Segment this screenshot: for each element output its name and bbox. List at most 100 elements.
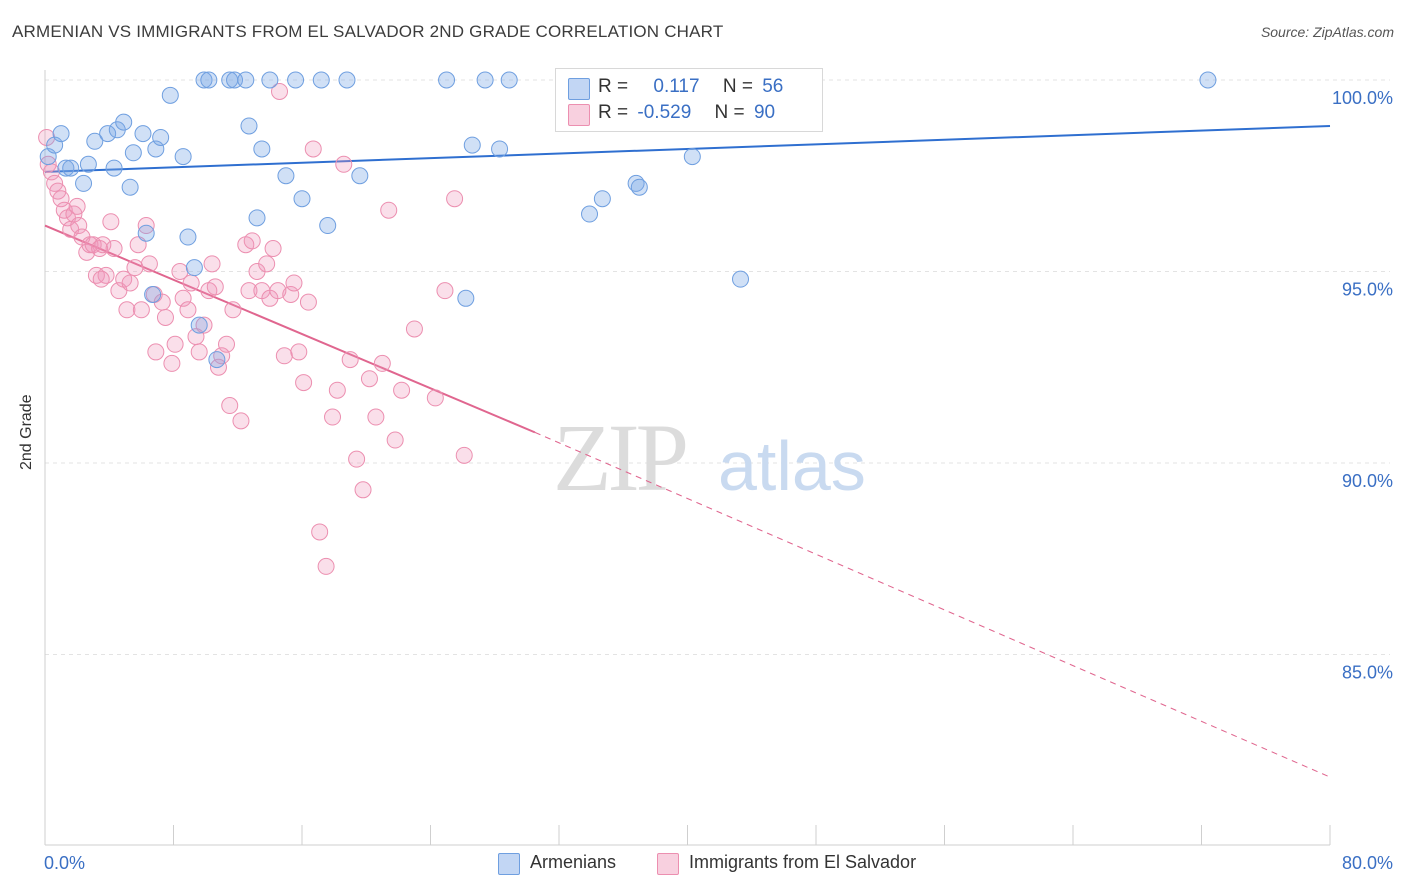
pink-swatch bbox=[568, 104, 590, 126]
armenian-point bbox=[195, 71, 213, 89]
armenian-point bbox=[208, 351, 226, 369]
watermark-atlas: atlas bbox=[718, 427, 866, 505]
el-salvador-point bbox=[147, 343, 165, 361]
armenian-point bbox=[277, 167, 295, 185]
el-salvador-point bbox=[243, 232, 261, 250]
el-salvador-point bbox=[269, 282, 287, 300]
y-tick-labels: 85.0% 90.0% 95.0% 100.0% bbox=[1332, 88, 1393, 683]
armenian-point bbox=[240, 117, 258, 135]
el-salvador-point bbox=[335, 155, 353, 173]
el-salvador-point bbox=[140, 255, 158, 273]
el-salvador-point bbox=[426, 389, 444, 407]
n-value: 90 bbox=[753, 102, 776, 123]
el-salvador-trend-extension bbox=[534, 431, 1331, 778]
armenian-point bbox=[200, 71, 218, 89]
r-value: 0.117 bbox=[653, 76, 700, 97]
el-salvador-point bbox=[455, 446, 473, 464]
r-label: R = bbox=[598, 76, 629, 97]
armenian-point bbox=[237, 71, 255, 89]
armenian-point bbox=[293, 190, 311, 208]
armenian-point bbox=[99, 125, 117, 143]
armenian-point bbox=[287, 71, 305, 89]
grid-lines bbox=[45, 79, 1390, 655]
el-salvador-point bbox=[304, 140, 322, 158]
el-salvador-point bbox=[393, 381, 411, 399]
watermark-zip: ZIP bbox=[553, 404, 686, 511]
el-salvador-point bbox=[367, 408, 385, 426]
el-salvador-point bbox=[102, 213, 120, 231]
y-axis-label: 2nd Grade bbox=[18, 394, 35, 470]
correlation-legend: R = 0.117 N = 56 R = -0.529 N = 90 bbox=[555, 68, 823, 132]
armenian-point bbox=[144, 285, 162, 303]
axes bbox=[44, 70, 1331, 846]
armenian-point bbox=[732, 270, 750, 288]
el-salvador-point bbox=[218, 335, 236, 353]
pink-swatch bbox=[657, 853, 679, 875]
el-salvador-point bbox=[436, 282, 454, 300]
el-salvador-point bbox=[341, 351, 359, 369]
armenian-point bbox=[457, 289, 475, 307]
el-salvador-point bbox=[264, 240, 282, 258]
el-salvador-point bbox=[271, 82, 289, 100]
armenian-point bbox=[1199, 71, 1217, 89]
legend-label: Immigrants from El Salvador bbox=[689, 852, 917, 872]
armenian-point bbox=[174, 148, 192, 166]
armenian-point bbox=[62, 159, 80, 177]
armenian-point bbox=[491, 140, 509, 158]
armenian-point bbox=[338, 71, 356, 89]
armenian-point bbox=[179, 228, 197, 246]
el-salvador-point bbox=[317, 557, 335, 575]
el-salvador-point bbox=[232, 412, 250, 430]
el-salvador-point bbox=[190, 343, 208, 361]
x-tick-label: 80.0% bbox=[1342, 853, 1393, 873]
y-tick-label: 100.0% bbox=[1332, 88, 1393, 108]
el-salvador-point bbox=[290, 343, 308, 361]
data-points bbox=[38, 71, 1217, 575]
el-salvador-point bbox=[129, 236, 147, 254]
n-value: 56 bbox=[762, 76, 784, 97]
armenian-point bbox=[190, 316, 208, 334]
el-salvador-point bbox=[166, 335, 184, 353]
armenian-point bbox=[351, 167, 369, 185]
armenian-point bbox=[248, 209, 266, 227]
armenian-point bbox=[261, 71, 279, 89]
el-salvador-point bbox=[354, 481, 372, 499]
armenian-point bbox=[438, 71, 456, 89]
x-tick-labels: 0.0% 80.0% bbox=[44, 853, 1393, 873]
armenian-point bbox=[75, 174, 93, 192]
el-salvador-point bbox=[206, 278, 224, 296]
armenian-point bbox=[134, 125, 152, 143]
el-salvador-point bbox=[224, 301, 242, 319]
el-salvador-point bbox=[299, 293, 317, 311]
el-salvador-point bbox=[105, 240, 123, 258]
chart-title: ARMENIAN VS IMMIGRANTS FROM EL SALVADOR … bbox=[12, 22, 724, 41]
n-label: N = bbox=[722, 76, 753, 97]
el-salvador-point bbox=[221, 397, 239, 415]
armenian-point bbox=[161, 86, 179, 104]
el-salvador-point bbox=[258, 255, 276, 273]
el-salvador-point bbox=[171, 263, 189, 280]
el-salvador-point bbox=[373, 354, 391, 372]
el-salvador-point bbox=[68, 197, 86, 215]
armenian-point bbox=[500, 71, 518, 89]
armenian-point bbox=[57, 159, 75, 177]
el-salvador-point bbox=[348, 450, 366, 468]
n-label: N = bbox=[714, 102, 745, 123]
blue-swatch bbox=[498, 853, 520, 875]
armenian-point bbox=[137, 224, 155, 242]
legend-row-text: R = -0.529 N = 90 bbox=[598, 102, 775, 124]
el-salvador-point bbox=[275, 347, 293, 365]
el-salvador-point bbox=[94, 236, 112, 254]
el-salvador-point bbox=[92, 270, 110, 288]
el-salvador-point bbox=[295, 374, 313, 392]
watermark: ZIP atlas bbox=[553, 404, 866, 511]
armenian-point bbox=[115, 113, 133, 131]
armenian-point bbox=[52, 125, 70, 143]
el-salvador-point bbox=[118, 301, 136, 319]
el-salvador-point bbox=[324, 408, 342, 426]
armenian-point bbox=[105, 159, 123, 177]
x-tick-label: 0.0% bbox=[44, 853, 85, 873]
r-label: R = bbox=[598, 102, 629, 123]
el-salvador-point bbox=[179, 301, 197, 319]
